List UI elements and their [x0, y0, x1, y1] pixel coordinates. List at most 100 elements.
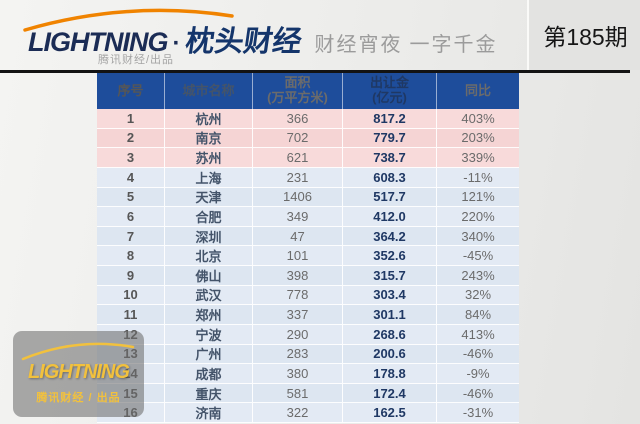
cell-area: 398 — [253, 266, 343, 286]
header-area-unit: (万平方米) — [267, 90, 328, 105]
cell-yoy: 403% — [437, 109, 519, 129]
brand-logo: LIGHTNING ·枕头财经 财经宵夜 一字千金 腾讯财经/出品 — [16, 2, 526, 70]
header-cell-city: 城市名称 — [165, 73, 253, 109]
brand-line: LIGHTNING ·枕头财经 财经宵夜 一字千金 — [28, 18, 498, 60]
table-row: 8 北京 101 352.6 -45% — [97, 246, 519, 266]
watermark-lightning-text: LIGHTNING — [28, 361, 130, 383]
cell-area: 581 — [253, 383, 343, 404]
table-row: 10 武汉 778 303.4 32% — [97, 285, 519, 306]
cell-fee: 315.7 — [343, 266, 437, 286]
cell-fee: 200.6 — [343, 344, 437, 365]
cell-area: 1406 — [253, 187, 343, 208]
cell-yoy: 203% — [437, 129, 519, 149]
cell-fee: 779.7 — [343, 128, 437, 149]
cell-yoy: 84% — [437, 305, 519, 325]
cell-area: 778 — [253, 285, 343, 306]
cell-rank: 9 — [97, 266, 165, 286]
issue-label: 第185期 — [543, 24, 628, 50]
table-row: 5 天津 1406 517.7 121% — [97, 187, 519, 208]
cell-area: 322 — [253, 403, 343, 423]
cell-city: 南京 — [165, 128, 253, 149]
header-rank-label: 序号 — [117, 82, 144, 98]
cell-yoy: 220% — [437, 207, 519, 227]
table-row: 15 重庆 581 172.4 -46% — [97, 383, 519, 404]
cell-rank: 11 — [97, 305, 165, 325]
table-row: 14 成都 380 178.8 -9% — [97, 364, 519, 384]
cell-city: 合肥 — [165, 207, 253, 227]
cell-city: 宁波 — [165, 324, 253, 345]
cell-city: 天津 — [165, 187, 253, 208]
header-yoy-label: 同比 — [464, 82, 491, 98]
lightning-swoosh-icon — [22, 6, 238, 37]
cell-fee: 172.4 — [343, 383, 437, 404]
cell-fee: 817.2 — [343, 109, 437, 129]
cell-city: 杭州 — [165, 109, 253, 129]
table-row: 11 郑州 337 301.1 84% — [97, 305, 519, 325]
cell-rank: 7 — [97, 226, 165, 247]
cell-yoy: -45% — [437, 246, 519, 266]
cell-city: 苏州 — [165, 148, 253, 168]
header-fee-unit: (亿元) — [372, 90, 407, 105]
cell-yoy: -46% — [437, 384, 519, 404]
land-sales-table: 序号 城市名称 面积 (万平方米) 出让金 (亿元) 同比 1 杭州 366 8… — [97, 73, 519, 423]
cell-city: 上海 — [165, 167, 253, 188]
cell-city: 北京 — [165, 246, 253, 266]
cell-city: 武汉 — [165, 285, 253, 306]
issue-badge: 第185期 — [527, 0, 640, 70]
cell-fee: 608.3 — [343, 167, 437, 188]
cell-rank: 3 — [97, 148, 165, 168]
table-body: 1 杭州 366 817.2 403% 2 南京 702 779.7 203% … — [97, 109, 519, 423]
table-row: 7 深圳 47 364.2 340% — [97, 226, 519, 247]
cell-city: 济南 — [165, 403, 253, 423]
table-row: 9 佛山 398 315.7 243% — [97, 266, 519, 286]
cell-fee: 412.0 — [343, 207, 437, 227]
cell-yoy: 243% — [437, 266, 519, 286]
cell-fee: 352.6 — [343, 246, 437, 266]
cell-fee: 303.4 — [343, 285, 437, 306]
cell-fee: 517.7 — [343, 187, 437, 208]
brand-byline: 腾讯财经/出品 — [98, 54, 175, 66]
table-header: 序号 城市名称 面积 (万平方米) 出让金 (亿元) 同比 — [97, 73, 519, 109]
cell-rank: 8 — [97, 246, 165, 266]
header-city-label: 城市名称 — [182, 82, 235, 98]
cell-area: 337 — [253, 305, 343, 325]
cell-rank: 5 — [97, 187, 165, 208]
table-row: 6 合肥 349 412.0 220% — [97, 207, 519, 227]
cell-rank: 2 — [97, 128, 165, 149]
cell-area: 290 — [253, 324, 343, 345]
header-area-label: 面积 — [284, 75, 311, 91]
divider-line — [0, 70, 630, 73]
cell-city: 重庆 — [165, 383, 253, 404]
cell-fee: 738.7 — [343, 148, 437, 168]
cell-yoy: -46% — [437, 345, 519, 365]
table-row: 16 济南 322 162.5 -31% — [97, 403, 519, 423]
cell-yoy: -11% — [437, 168, 519, 188]
table-row: 2 南京 702 779.7 203% — [97, 128, 519, 149]
cell-fee: 178.8 — [343, 364, 437, 384]
cell-city: 成都 — [165, 364, 253, 384]
cell-fee: 364.2 — [343, 226, 437, 247]
cell-rank: 10 — [97, 285, 165, 306]
cell-yoy: -9% — [437, 364, 519, 384]
cell-area: 702 — [253, 128, 343, 149]
brand-dot-separator: · — [172, 30, 181, 57]
table-row: 3 苏州 621 738.7 339% — [97, 148, 519, 168]
cell-yoy: -31% — [437, 403, 519, 423]
header-cell-rank: 序号 — [97, 73, 165, 109]
cell-city: 郑州 — [165, 305, 253, 325]
brand-lightning-text: LIGHTNING — [28, 27, 168, 57]
table-row: 4 上海 231 608.3 -11% — [97, 167, 519, 188]
cell-rank: 4 — [97, 167, 165, 188]
cell-area: 380 — [253, 364, 343, 384]
cell-area: 231 — [253, 167, 343, 188]
cell-area: 621 — [253, 148, 343, 168]
header-cell-area: 面积 (万平方米) — [253, 73, 343, 109]
brand-name: 枕头财经 — [182, 26, 304, 58]
cell-city: 广州 — [165, 344, 253, 365]
cell-fee: 162.5 — [343, 403, 437, 423]
cell-yoy: 32% — [437, 286, 519, 306]
cell-area: 101 — [253, 246, 343, 266]
cell-area: 47 — [253, 226, 343, 247]
header-cell-fee: 出让金 (亿元) — [343, 73, 437, 109]
cell-area: 366 — [253, 109, 343, 129]
